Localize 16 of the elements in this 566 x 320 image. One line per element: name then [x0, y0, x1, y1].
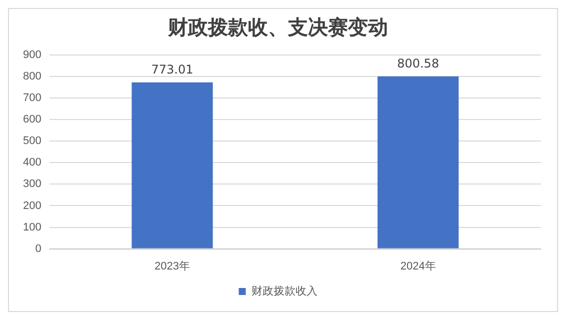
legend-label: 财政拨款收入	[251, 284, 318, 298]
y-tick-label: 900	[22, 49, 42, 62]
x-tick-label: 2024年	[400, 260, 436, 272]
y-tick-label: 700	[22, 92, 42, 104]
x-tick-label: 2023年	[154, 260, 190, 272]
y-tick-label: 600	[22, 114, 42, 126]
y-tick-label: 0	[35, 242, 42, 255]
data-label: 800.58	[397, 56, 440, 71]
y-tick-label: 400	[22, 156, 42, 169]
data-label: 773.01	[151, 62, 194, 76]
y-tick-label: 100	[22, 221, 42, 234]
y-tick-label: 300	[22, 178, 42, 190]
y-tick-label: 500	[22, 135, 42, 148]
y-tick-label: 800	[22, 70, 42, 83]
chart-title: 财政拨款收、支决赛变动	[167, 15, 388, 40]
y-tick-label: 200	[22, 200, 42, 212]
